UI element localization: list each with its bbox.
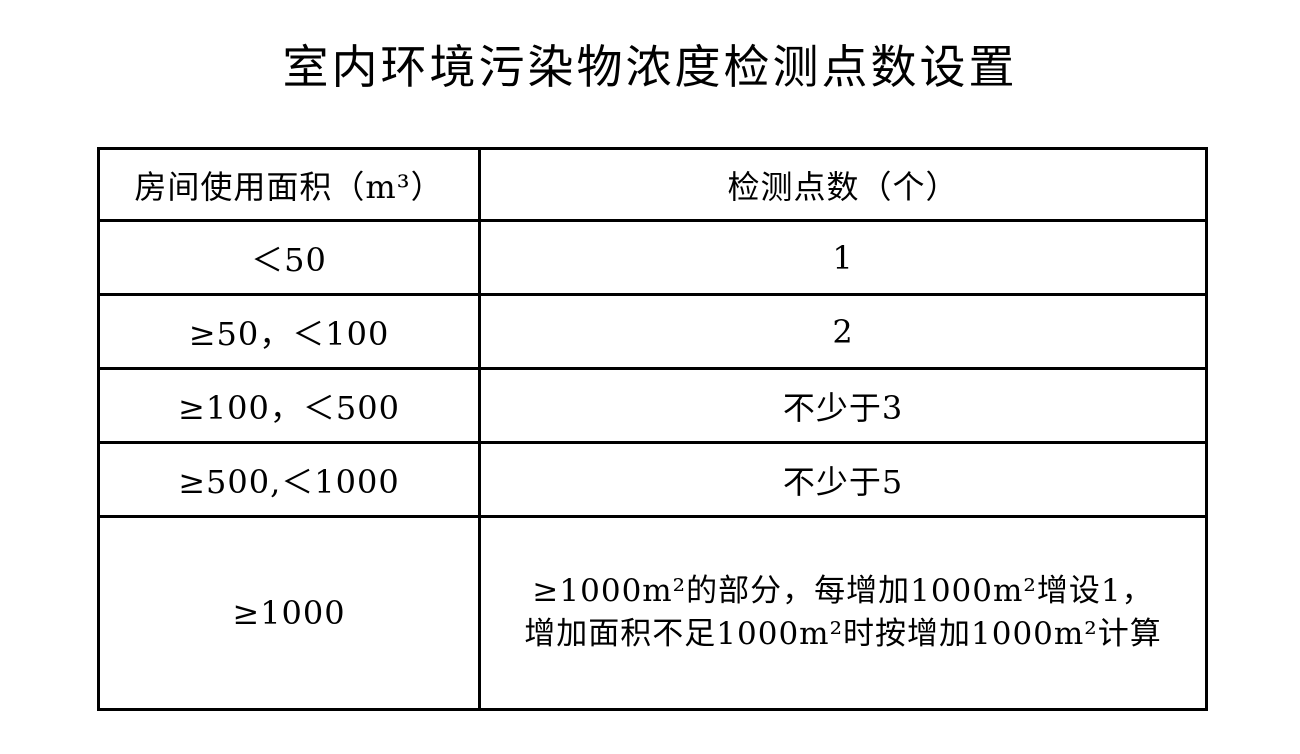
area-cell: ≥100，＜500: [97, 367, 481, 444]
area-cell: ≥1000: [97, 515, 481, 711]
points-cell: ≥1000m²的部分，每增加1000m²增设1， 增加面积不足1000m²时按增…: [478, 515, 1208, 711]
area-cell: ＜50: [97, 219, 481, 296]
table-row: ＜50 1: [97, 219, 1208, 296]
points-cell: 不少于3: [478, 367, 1208, 444]
area-cell: ≥50，＜100: [97, 293, 481, 370]
header-area: 房间使用面积（m³）: [97, 147, 481, 222]
table-row: ≥50，＜100 2: [97, 293, 1208, 370]
detection-points-table: 房间使用面积（m³） 检测点数（个） ＜50 1 ≥50，＜100 2 ≥100…: [97, 147, 1208, 711]
table-row: ≥100，＜500 不少于3: [97, 367, 1208, 444]
points-line-1: ≥1000m²的部分，每增加1000m²增设1，: [532, 573, 1154, 609]
area-cell: ≥500,＜1000: [97, 441, 481, 518]
points-cell: 1: [478, 219, 1208, 296]
header-points: 检测点数（个）: [478, 147, 1208, 222]
table-row: ≥1000 ≥1000m²的部分，每增加1000m²增设1， 增加面积不足100…: [97, 515, 1208, 711]
table-header-row: 房间使用面积（m³） 检测点数（个）: [97, 147, 1208, 222]
points-cell: 2: [478, 293, 1208, 370]
points-line-2: 增加面积不足1000m²时按增加1000m²计算: [524, 616, 1162, 652]
table-row: ≥500,＜1000 不少于5: [97, 441, 1208, 518]
page-title: 室内环境污染物浓度检测点数设置: [282, 40, 1018, 94]
points-cell: 不少于5: [478, 441, 1208, 518]
